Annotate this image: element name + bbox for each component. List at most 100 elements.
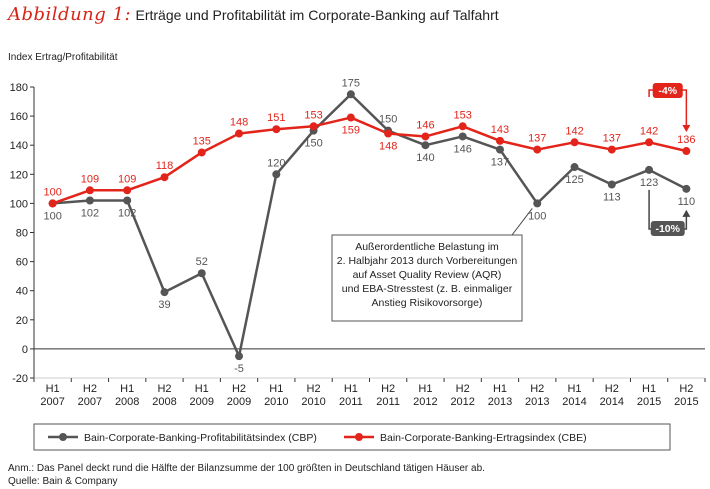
data-label-cbe: 143 [491,124,509,136]
data-point-cbe [570,138,579,147]
y-tick-label: 140 [10,140,28,152]
data-point-cbe [346,113,355,122]
data-point-cbe [272,125,281,134]
data-label-cbp: 150 [304,138,322,150]
x-tick-label-half: H1 [567,383,581,395]
data-point-cbe [421,132,430,141]
data-point-cbe [458,122,467,131]
x-tick-label-half: H1 [269,383,283,395]
x-tick-label-half: H2 [157,383,171,395]
data-label-cbp: 39 [158,299,170,311]
x-tick-label-half: H2 [307,383,321,395]
x-tick-label-year: 2012 [450,396,474,408]
cbp-change-label: -10% [655,223,680,235]
series-lines: 100 102 102 39 52 -5 120 150 175 150 140 146 137 100 1… [43,77,695,375]
data-label-cbe: 109 [118,173,136,185]
data-point-cbe [160,173,169,182]
cbp-change-arrowhead [682,209,691,217]
y-tick-label: 160 [10,111,28,123]
x-tick-label-half: H2 [232,383,246,395]
x-tick-label-half: H1 [195,383,209,395]
data-label-cbe: 151 [267,112,285,124]
x-tick-label-half: H2 [456,383,470,395]
x-tick-label-year: 2010 [264,396,288,408]
data-label-cbp: 110 [678,196,696,208]
y-tick-label: -20 [12,373,28,385]
series-line-cbp [52,93,687,358]
y-tick-label: 40 [16,286,28,298]
data-point-cbe [309,122,318,131]
data-point-cbp [682,184,691,193]
x-tick-label-year: 2007 [40,396,64,408]
data-label-cbe: 148 [230,117,248,129]
data-label-cbe: 159 [342,125,360,137]
legend-label-cbe: Bain-Corporate-Banking-Ertragsindex (CBE… [380,432,587,444]
y-tick-label: 80 [16,228,28,240]
x-tick-label-year: 2013 [488,396,512,408]
x-tick-label-year: 2014 [562,396,586,408]
footnote-source: Quelle: Bain & Company [8,476,118,487]
x-tick-label-year: 2008 [152,396,176,408]
data-point-cbe [495,136,504,145]
series-line-cbe [52,116,687,205]
data-point-cbe [197,148,206,157]
x-tick-label-half: H1 [46,383,60,395]
data-point-cbp [272,170,281,179]
data-point-cbe [235,129,244,138]
data-label-cbe: 135 [193,135,211,147]
annotations: Außerordentliche Belastung im 2. Halbjahr… [331,83,691,322]
data-point-cbp [607,180,616,189]
x-tick-label-year: 2011 [339,396,363,408]
data-point-cbp [346,90,355,99]
data-label-cbp: -5 [234,363,244,375]
x-tick-label-half: H1 [493,383,507,395]
data-label-cbe: 142 [640,125,658,137]
callout-text-line: auf Asset Quality Review (AQR) [353,269,502,281]
data-label-cbe: 100 [43,186,61,198]
data-label-cbp: 102 [118,207,136,219]
callout-box [331,234,523,322]
data-label-cbp: 102 [81,207,99,219]
data-label-cbe: 146 [416,119,434,131]
y-tick-label: 60 [16,257,28,269]
data-point-cbe [48,199,57,208]
x-tick-label-year: 2015 [637,396,661,408]
x-tick-label-year: 2014 [600,396,624,408]
y-tick-label: 100 [10,198,28,210]
cbe-change-badge [652,83,683,98]
legend-swatch-marker-cbp [59,433,67,441]
data-label-cbp: 150 [379,114,397,126]
axes: Index Ertrag/Profitabilität -20 0 20 40 60 80 1… [8,52,706,408]
x-tick-label-half: H1 [344,383,358,395]
cbe-change-arrowhead [682,125,691,133]
x-tick-label-year: 2011 [376,396,400,408]
data-point-cbe [645,138,654,147]
data-label-cbe: 148 [379,141,397,153]
chart-title-row: Abbildung 1: Erträge und Profitabilität … [8,4,499,25]
callout-text-line: 2. Halbjahr 2013 durch Vorbereitungen [337,255,518,267]
data-point-cbp [421,141,430,150]
line-chart: Index Ertrag/Profitabilität -20 0 20 40 60 80 1… [8,52,706,451]
x-tick-label-half: H2 [679,383,693,395]
data-label-cbp: 113 [603,191,621,203]
data-label-cbe: 118 [156,160,174,172]
data-label-cbe: 136 [677,134,695,146]
data-point-cbe [123,186,132,195]
data-point-cbe [607,145,616,154]
data-label-cbp: 120 [267,157,285,169]
y-tick-label: 20 [16,315,28,327]
data-label-cbe: 137 [528,133,546,145]
legend-swatch-marker-cbe [355,433,363,441]
y-tick-label: 180 [10,82,28,94]
data-label-cbe: 137 [603,133,621,145]
data-label-cbp: 175 [342,77,360,89]
x-tick-label-half: H1 [642,383,656,395]
data-point-cbp [570,163,579,172]
data-label-cbp: 140 [416,152,434,164]
callout-text-line: und EBA-Stresstest (z. B. einmaliger [342,283,513,295]
y-axis-label: Index Ertrag/Profitabilität [8,52,118,63]
data-label-cbp: 125 [565,174,583,186]
y-tick-label: 0 [22,344,28,356]
x-tick-label-year: 2007 [78,396,102,408]
x-tick-label-year: 2009 [190,396,214,408]
